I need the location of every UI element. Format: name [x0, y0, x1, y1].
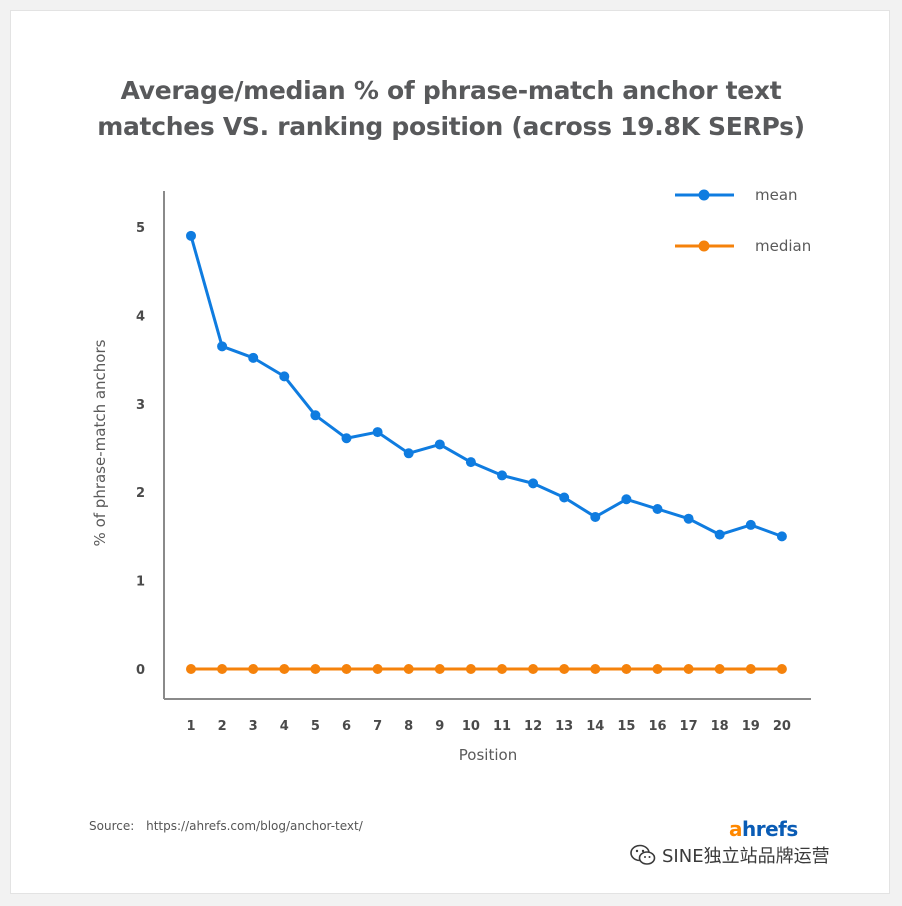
mean-data-point [559, 492, 570, 503]
chart-title-line-1: Average/median % of phrase-match anchor … [120, 76, 782, 105]
legend-median-marker [698, 240, 710, 252]
y-tick-label: 2 [136, 486, 145, 501]
median-data-point [217, 664, 228, 674]
median-data-point [652, 664, 663, 674]
chart-card: Average/median % of phrase-match anchor … [10, 10, 890, 894]
x-tick-label: 13 [555, 719, 573, 734]
mean-data-point [310, 410, 321, 421]
median-data-point [403, 664, 414, 674]
median-data-point [714, 664, 725, 674]
median-data-point [745, 664, 756, 674]
mean-data-point [217, 341, 228, 352]
x-tick-label: 17 [680, 719, 698, 734]
mean-data-point [497, 470, 507, 481]
legend-mean-marker [698, 189, 710, 201]
y-tick-label: 4 [136, 309, 145, 324]
x-tick-label: 9 [435, 719, 444, 734]
mean-data-point [621, 494, 632, 505]
chart-title: Average/median % of phrase-match anchor … [11, 73, 891, 145]
mean-data-point [341, 433, 352, 444]
source-note: Source: https://ahrefs.com/blog/anchor-t… [89, 819, 363, 833]
watermark: SINE独立站品牌运营 [630, 842, 830, 868]
mean-data-point [465, 457, 476, 468]
mean-data-point [776, 531, 787, 542]
median-data-point [776, 664, 787, 674]
median-data-point [186, 664, 196, 674]
median-data-point [590, 664, 601, 674]
median-data-point [528, 664, 539, 674]
mean-data-point [279, 371, 290, 382]
y-tick-group: 0 1 2 3 4 5 [136, 221, 145, 678]
mean-data-point [528, 478, 539, 489]
mean-data-point [714, 529, 725, 540]
median-data-point [248, 664, 259, 674]
x-tick-label: 4 [280, 719, 289, 734]
source-url[interactable]: https://ahrefs.com/blog/anchor-text/ [146, 819, 363, 833]
y-axis-title: % of phrase-match anchors [91, 339, 109, 546]
wechat-icon [630, 844, 656, 865]
y-tick-label: 1 [136, 575, 145, 590]
x-tick-label: 7 [373, 719, 382, 734]
mean-data-point [683, 513, 694, 524]
y-tick-label: 0 [136, 663, 145, 678]
median-data-point [279, 664, 290, 674]
y-tick-label: 5 [136, 221, 145, 236]
median-data-point [465, 664, 476, 674]
legend-mean-label: mean [755, 186, 798, 204]
median-data-point [683, 664, 694, 674]
median-data-point [341, 664, 352, 674]
mean-data-point [745, 519, 756, 530]
x-axis-title: Position [459, 746, 517, 764]
x-tick-label: 1 [186, 719, 195, 734]
legend-median-label: median [755, 237, 811, 255]
x-tick-label: 6 [342, 719, 351, 734]
x-tick-label: 19 [742, 719, 760, 734]
x-tick-label: 8 [404, 719, 413, 734]
x-tick-group: 1 2 3 4 5 6 7 8 9 10 11 12 13 14 15 16 17 18 19 20 [186, 719, 790, 734]
x-tick-label: 16 [648, 719, 666, 734]
chart-title-line-2: matches VS. ranking position (across 19.… [97, 112, 805, 141]
x-tick-label: 18 [711, 719, 729, 734]
median-data-point [434, 664, 445, 674]
legend: mean median [675, 186, 811, 255]
median-data-point [372, 664, 383, 674]
x-tick-label: 5 [311, 719, 320, 734]
x-tick-label: 2 [218, 719, 227, 734]
mean-data-point [652, 503, 663, 514]
ahrefs-logo: ahrefs [729, 817, 798, 841]
x-tick-label: 20 [773, 719, 791, 734]
logo-text-rest: hrefs [742, 817, 798, 841]
x-tick-label: 11 [493, 719, 511, 734]
median-data-point [310, 664, 321, 674]
watermark-text: SINE独立站品牌运营 [662, 846, 830, 867]
mean-data-point [186, 230, 196, 241]
y-tick-label: 3 [136, 398, 145, 413]
x-tick-label: 10 [462, 719, 480, 734]
source-label: Source: [89, 819, 135, 833]
series-layer [186, 230, 787, 674]
mean-data-point [590, 511, 601, 522]
x-tick-label: 15 [617, 719, 635, 734]
x-tick-label: 12 [524, 719, 542, 734]
median-data-point [497, 664, 507, 674]
mean-series-line [189, 235, 783, 538]
x-tick-label: 3 [249, 719, 258, 734]
mean-data-point [372, 427, 383, 438]
median-data-point [621, 664, 632, 674]
mean-data-point [434, 439, 445, 450]
mean-data-point [403, 448, 414, 459]
median-data-point [559, 664, 570, 674]
x-tick-label: 14 [586, 719, 604, 734]
logo-letter-a: a [729, 817, 743, 841]
mean-data-point [248, 352, 259, 363]
